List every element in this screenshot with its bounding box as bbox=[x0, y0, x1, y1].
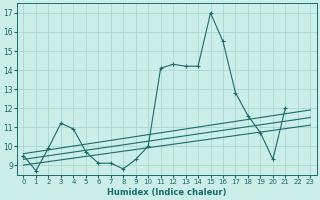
X-axis label: Humidex (Indice chaleur): Humidex (Indice chaleur) bbox=[107, 188, 227, 197]
